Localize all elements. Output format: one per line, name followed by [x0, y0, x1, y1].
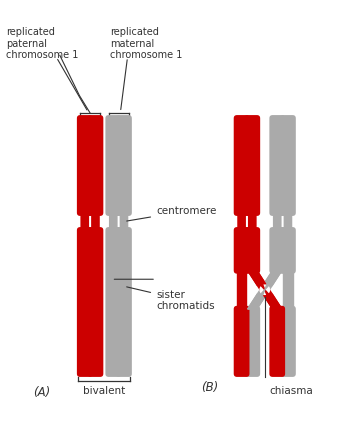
Text: (A): (A) — [33, 385, 51, 399]
FancyBboxPatch shape — [269, 227, 285, 274]
FancyBboxPatch shape — [269, 306, 285, 377]
FancyBboxPatch shape — [77, 227, 93, 377]
FancyBboxPatch shape — [273, 211, 282, 232]
FancyBboxPatch shape — [80, 211, 89, 232]
Text: (B): (B) — [201, 381, 218, 394]
FancyBboxPatch shape — [105, 227, 121, 377]
Text: bivalent: bivalent — [83, 385, 126, 396]
FancyBboxPatch shape — [105, 115, 121, 216]
FancyBboxPatch shape — [280, 306, 296, 377]
FancyBboxPatch shape — [234, 115, 249, 216]
FancyBboxPatch shape — [119, 211, 128, 232]
FancyBboxPatch shape — [244, 115, 260, 216]
Circle shape — [257, 282, 273, 298]
Text: chiasma: chiasma — [269, 386, 313, 396]
FancyBboxPatch shape — [116, 115, 132, 216]
Polygon shape — [248, 271, 265, 290]
Polygon shape — [265, 271, 282, 290]
Text: centromere: centromere — [127, 206, 216, 221]
Text: replicated
maternal
chromosome 1: replicated maternal chromosome 1 — [110, 27, 182, 61]
FancyBboxPatch shape — [77, 115, 93, 216]
FancyBboxPatch shape — [280, 115, 296, 216]
Polygon shape — [248, 271, 282, 309]
Polygon shape — [248, 271, 282, 309]
FancyBboxPatch shape — [88, 227, 103, 377]
FancyBboxPatch shape — [248, 211, 257, 232]
FancyBboxPatch shape — [88, 115, 103, 216]
FancyBboxPatch shape — [269, 115, 285, 216]
Text: sister
chromatids: sister chromatids — [127, 287, 215, 311]
FancyBboxPatch shape — [116, 227, 132, 377]
Polygon shape — [283, 271, 292, 309]
Polygon shape — [265, 290, 282, 309]
FancyBboxPatch shape — [280, 227, 296, 274]
Polygon shape — [248, 290, 265, 309]
FancyBboxPatch shape — [109, 211, 118, 232]
FancyBboxPatch shape — [234, 227, 249, 274]
FancyBboxPatch shape — [237, 211, 246, 232]
FancyBboxPatch shape — [244, 306, 260, 377]
Circle shape — [260, 285, 269, 295]
FancyBboxPatch shape — [244, 227, 260, 274]
FancyBboxPatch shape — [91, 211, 100, 232]
Polygon shape — [237, 271, 246, 309]
FancyBboxPatch shape — [283, 211, 292, 232]
Polygon shape — [248, 271, 282, 309]
Text: replicated
paternal
chromosome 1: replicated paternal chromosome 1 — [7, 27, 79, 61]
FancyBboxPatch shape — [234, 306, 249, 377]
Polygon shape — [248, 271, 282, 309]
